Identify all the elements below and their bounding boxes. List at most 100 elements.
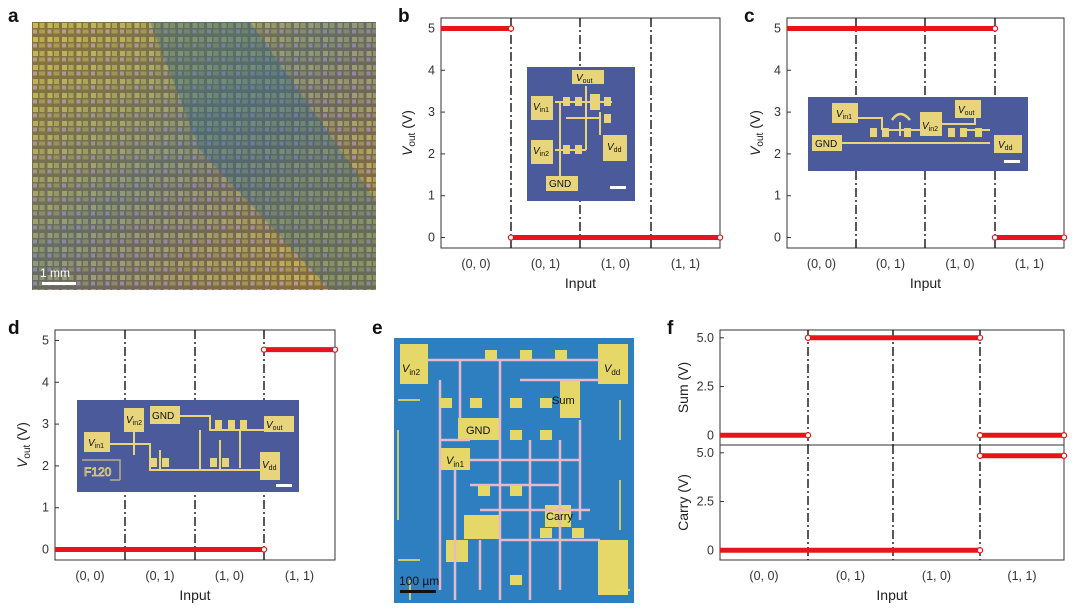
inset-b-vin1-label: Vin1 — [533, 102, 549, 114]
inset-c-gnd-label: GND — [815, 139, 837, 150]
chart-c-ytick-label-5: 5 — [774, 21, 781, 35]
chart-f-sum-ytick-label-0: 0 — [707, 428, 714, 442]
chart-b-ylabel-main: V — [399, 145, 415, 156]
panel-e-letter: e — [372, 318, 383, 339]
chart-b-ylabel-sub: out — [407, 132, 418, 146]
chart-c-xtick-label-1: (0, 1) — [876, 257, 905, 271]
chart-d-ytick-label-1: 1 — [42, 501, 49, 515]
chart-f-carry-ylabel: Carry (V) — [675, 474, 691, 531]
chart-d-start-marker-3 — [260, 346, 268, 353]
panel-f-letter: f — [667, 318, 674, 339]
chart-b-xtick-label-1: (0, 1) — [531, 257, 560, 271]
chart-f-sum-ytick-label-2: 5.0 — [697, 331, 714, 345]
chart-b-ytick-label-1: 1 — [428, 189, 435, 203]
panel-e-circuit-photo — [394, 338, 634, 603]
panel-e-scale-bar — [400, 590, 436, 593]
inset-c-vdd-label: Vdd — [998, 140, 1013, 152]
chart-c-ytick-label-0: 0 — [774, 231, 781, 245]
chart-c-xtick-label-3: (1, 1) — [1015, 257, 1044, 271]
chart-f-carry-xtick-label-3: (1, 1) — [1007, 569, 1036, 583]
chart-c-ytick-label-3: 3 — [774, 105, 781, 119]
chart-f-carry: 0 2.5 5.0 (0, 0) (0, 1) (1, 0) (1, 1) Input Carr… — [675, 444, 1068, 603]
panel-e-vin1-label: Vin1 — [446, 455, 465, 469]
inset-c-vin1-label: Vin1 — [836, 109, 852, 121]
chart-c-end-marker — [1060, 234, 1068, 241]
panel-e-carry-label: Carry — [546, 511, 573, 523]
inset-c-vout-label: Vout — [958, 105, 974, 117]
chart-b-xtick-label-3: (1, 1) — [671, 257, 700, 271]
chart-b-ytick-label-2: 2 — [428, 147, 435, 161]
inset-c-vin2-label: Vin2 — [922, 121, 938, 133]
panel-e-gnd-label: GND — [466, 425, 491, 437]
chart-b-ylabel-unit: (V) — [399, 110, 415, 133]
inset-b-vdd-label: Vdd — [607, 142, 622, 154]
chart-b-xtick-label-0: (0, 0) — [461, 257, 490, 271]
inset-b-vout-label: Vout — [576, 73, 592, 85]
chart-d-ylabel-sub: out — [22, 444, 33, 458]
chart-f-sum-edge-marker-1 — [804, 432, 812, 439]
inset-d-vout-label: Vout — [266, 420, 282, 432]
panel-e-sum-label: Sum — [552, 395, 575, 407]
inset-d-mark: F120 — [84, 465, 112, 479]
chart-f-carry-xtick-label-0: (0, 0) — [749, 569, 778, 583]
chart-f-sum-ylabel: Sum (V) — [675, 362, 691, 413]
inset-b-vin2-label: Vin2 — [533, 146, 549, 158]
chart-d-ytick-label-5: 5 — [42, 333, 49, 347]
chart-f-sum-edge-marker-3 — [976, 334, 984, 341]
panel-a-chip-photo — [32, 22, 376, 290]
chart-f-sum-start-marker-1 — [804, 334, 812, 341]
panel-e-vdd-label: Vdd — [604, 363, 620, 377]
inset-d-vdd-label: Vdd — [262, 460, 277, 472]
panel-a-scale-bar — [42, 282, 76, 285]
chart-d-ylabel: Vout (V) — [14, 422, 33, 468]
inset-b-gnd-label: GND — [549, 179, 571, 190]
chart-f-carry-start-marker-3 — [976, 452, 984, 459]
chart-d-xtick-label-3: (1, 1) — [285, 569, 314, 583]
chart-d-end-marker — [331, 346, 339, 353]
chart-d-xtick-label-0: (0, 0) — [75, 569, 104, 583]
inset-d-vin1-label: Vin1 — [88, 438, 104, 450]
chart-d-ylabel-main: V — [14, 457, 30, 468]
chart-c-xlabel: Input — [910, 275, 941, 291]
chart-d-ytick-label-4: 4 — [42, 375, 49, 389]
chart-c-ytick-label-4: 4 — [774, 63, 781, 77]
chart-c-edge-marker-3 — [991, 25, 999, 32]
chart-f-carry-ytick-label-2: 5.0 — [697, 446, 714, 460]
chart-f-carry-xtick-label-1: (0, 1) — [836, 569, 865, 583]
chart-f-carry-ytick-label-0: 0 — [707, 543, 714, 557]
chart-d-ytick-label-2: 2 — [42, 459, 49, 473]
chart-f-sum-start-marker-3 — [976, 432, 984, 439]
chart-d-ytick-label-3: 3 — [42, 417, 49, 431]
panel-d-letter: d — [8, 318, 20, 339]
chart-f-sum-frame — [719, 329, 1065, 445]
chart-d-xtick-label-1: (0, 1) — [145, 569, 174, 583]
inset-d-circuit — [77, 400, 299, 492]
chart-f-sum: 0 2.5 5.0 Sum (V) — [675, 329, 1068, 445]
chart-b-edge-marker-1 — [507, 25, 515, 32]
chart-b-start-marker-1 — [507, 234, 515, 241]
panel-a-letter: a — [8, 6, 19, 27]
chart-b-ytick-label-0: 0 — [428, 231, 435, 245]
chart-f-carry-ytick-label-1: 2.5 — [697, 495, 714, 509]
chart-d-xtick-label-2: (1, 0) — [215, 569, 244, 583]
inset-b-circuit — [527, 67, 635, 201]
chart-b-ytick-label-3: 3 — [428, 105, 435, 119]
chart-c-ylabel-main: V — [747, 145, 763, 156]
chart-b-xlabel: Input — [565, 275, 596, 291]
chart-c-xtick-label-0: (0, 0) — [807, 257, 836, 271]
inset-c-circuit — [808, 97, 1028, 171]
panel-c-letter: c — [744, 6, 755, 27]
chart-c-ylabel-unit: (V) — [747, 110, 763, 133]
chart-b-ytick-label-4: 4 — [428, 63, 435, 77]
chart-b-ylabel: Vout (V) — [399, 110, 418, 156]
chart-f-sum-ytick-label-1: 2.5 — [697, 380, 714, 394]
chart-d-ylabel-unit: (V) — [14, 422, 30, 445]
panel-e-vin2-label: Vin2 — [402, 363, 421, 377]
inset-d-vin2-label: Vin2 — [126, 415, 142, 427]
panel-b-letter: b — [398, 6, 410, 27]
chart-c-start-marker-3 — [991, 234, 999, 241]
panel-e-scale-label: 100 µm — [399, 574, 439, 588]
chart-f-carry-end-marker — [1060, 452, 1068, 459]
chart-c-ylabel-sub: out — [755, 132, 766, 146]
